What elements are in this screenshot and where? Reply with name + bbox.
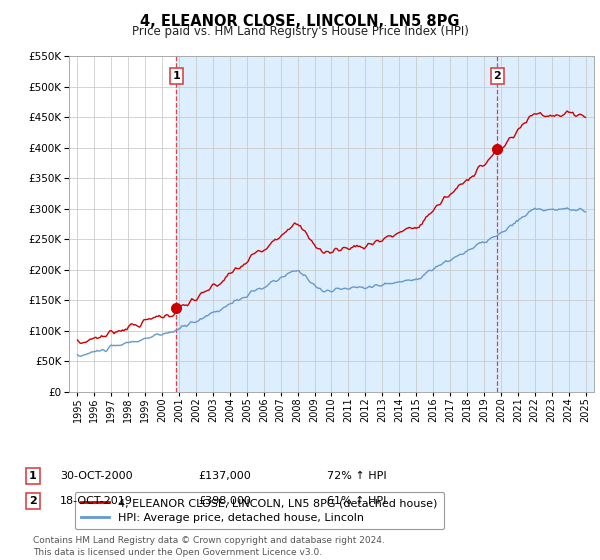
Text: 2: 2 xyxy=(493,71,501,81)
Text: 30-OCT-2000: 30-OCT-2000 xyxy=(60,471,133,481)
Text: £398,000: £398,000 xyxy=(198,496,251,506)
Bar xyxy=(176,56,497,392)
Text: Price paid vs. HM Land Registry's House Price Index (HPI): Price paid vs. HM Land Registry's House … xyxy=(131,25,469,38)
Text: 72% ↑ HPI: 72% ↑ HPI xyxy=(327,471,386,481)
Text: 1: 1 xyxy=(172,71,180,81)
Legend: 4, ELEANOR CLOSE, LINCOLN, LN5 8PG (detached house), HPI: Average price, detache: 4, ELEANOR CLOSE, LINCOLN, LN5 8PG (deta… xyxy=(74,492,444,529)
Text: Contains HM Land Registry data © Crown copyright and database right 2024.
This d: Contains HM Land Registry data © Crown c… xyxy=(33,536,385,557)
Text: 61% ↑ HPI: 61% ↑ HPI xyxy=(327,496,386,506)
Text: 4, ELEANOR CLOSE, LINCOLN, LN5 8PG: 4, ELEANOR CLOSE, LINCOLN, LN5 8PG xyxy=(140,14,460,29)
Text: 18-OCT-2019: 18-OCT-2019 xyxy=(60,496,133,506)
Text: 1: 1 xyxy=(29,471,37,481)
Bar xyxy=(497,56,594,392)
Text: 2: 2 xyxy=(29,496,37,506)
Text: £137,000: £137,000 xyxy=(198,471,251,481)
